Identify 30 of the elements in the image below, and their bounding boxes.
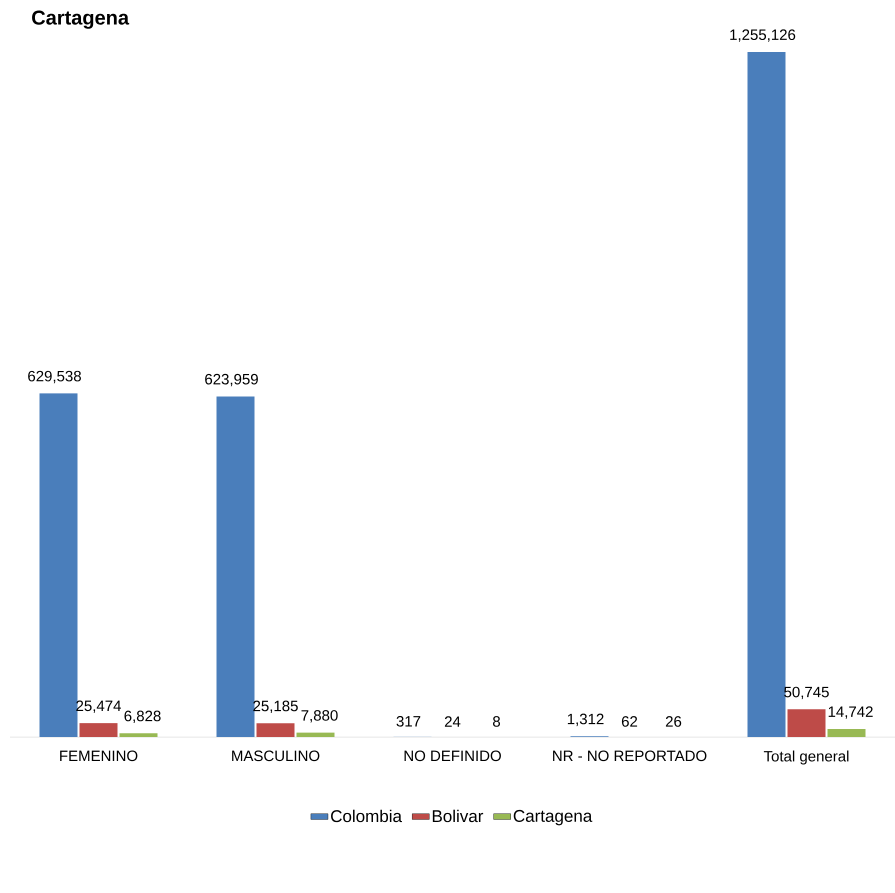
bar bbox=[788, 709, 826, 737]
data-label: 317 bbox=[396, 716, 420, 727]
data-label: 629,538 bbox=[28, 370, 81, 384]
legend-label: Bolivar bbox=[432, 810, 484, 822]
x-tick-label: MASCULINO bbox=[232, 750, 320, 762]
data-label: 8 bbox=[492, 716, 500, 727]
data-label: 7,880 bbox=[302, 710, 338, 722]
data-label: 26 bbox=[666, 716, 682, 727]
bar bbox=[296, 732, 335, 737]
data-label: 6,828 bbox=[124, 710, 161, 724]
data-label: 24 bbox=[444, 716, 460, 727]
x-tick-label: Total general bbox=[764, 750, 848, 764]
bar bbox=[748, 52, 786, 737]
data-label: 14,742 bbox=[828, 706, 873, 719]
data-label: 1,255,126 bbox=[730, 29, 796, 42]
bar bbox=[216, 396, 254, 737]
legend-label: Cartagena bbox=[514, 810, 592, 826]
bar bbox=[80, 723, 118, 737]
x-tick-label: FEMENINO bbox=[60, 750, 138, 762]
chart-title: Cartagena bbox=[32, 10, 130, 29]
x-tick-label: NO DEFINIDO bbox=[404, 750, 501, 762]
data-label: 1,312 bbox=[568, 714, 604, 726]
bar bbox=[120, 733, 158, 737]
legend-label: Colombia bbox=[331, 810, 402, 822]
data-label: 62 bbox=[622, 716, 638, 727]
x-tick-label: NR - NO REPORTADO bbox=[553, 750, 706, 762]
bar bbox=[40, 393, 78, 737]
bar bbox=[828, 728, 866, 737]
data-label: 623,959 bbox=[205, 374, 258, 386]
bar bbox=[256, 723, 295, 737]
